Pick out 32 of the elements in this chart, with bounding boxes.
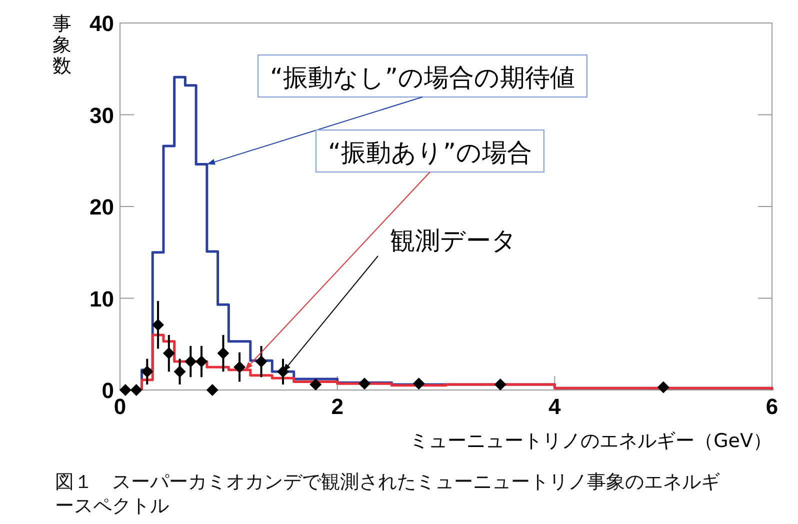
- y-axis-title: 事象数: [52, 13, 72, 77]
- y-tick-label: 30: [90, 102, 114, 128]
- point: [255, 356, 268, 368]
- point: [412, 378, 425, 390]
- point: [162, 347, 175, 360]
- y-tick-label: 40: [90, 11, 114, 36]
- point: [234, 361, 246, 374]
- point: [310, 378, 322, 390]
- point: [196, 356, 208, 368]
- point: [119, 384, 132, 396]
- y-tick-label: 20: [90, 194, 114, 220]
- y-tick-label: 0: [102, 378, 114, 403]
- point: [130, 384, 142, 396]
- x-axis-title: ミューニュートリノのエネルギー（GeV）: [410, 430, 772, 452]
- point: [358, 378, 370, 390]
- annotation: “振動あり”の場合: [328, 138, 532, 167]
- point: [277, 366, 289, 378]
- x-tick-label: 2: [331, 394, 344, 419]
- y-tick-label: 10: [90, 286, 114, 312]
- caption: 図１ スーパーカミオカンデで観測されたミューニュートリノ事象のエネルギースペクトル: [55, 470, 721, 518]
- x-tick-label: 6: [766, 394, 778, 419]
- annotation: “振動なし”の場合の期待値: [270, 63, 575, 92]
- point: [217, 347, 230, 360]
- point: [657, 381, 670, 394]
- point: [206, 384, 218, 396]
- point: [174, 366, 186, 378]
- point: [141, 366, 154, 378]
- x-tick-label: 4: [548, 394, 562, 419]
- point: [184, 356, 197, 368]
- annotation: 観測データ: [390, 226, 517, 255]
- point: [152, 318, 164, 331]
- point: [494, 378, 506, 390]
